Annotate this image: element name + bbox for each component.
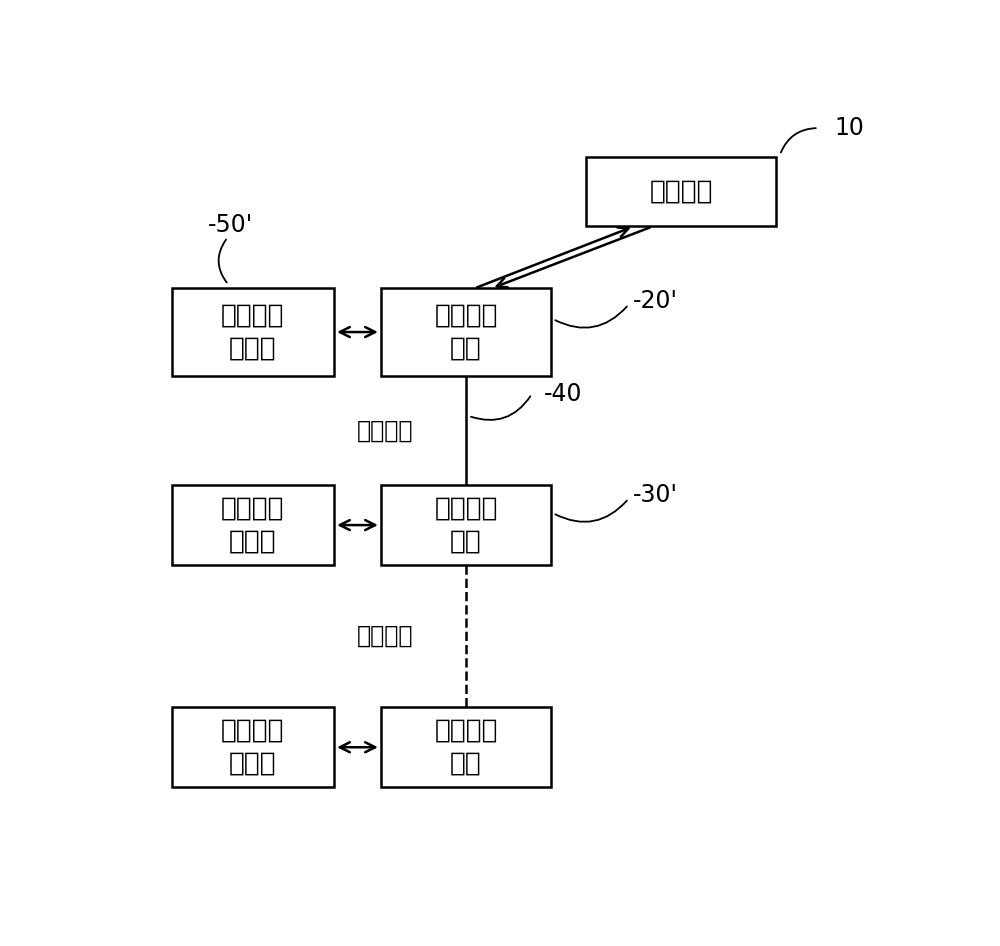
Text: 运维主机: 运维主机 bbox=[649, 179, 713, 205]
FancyBboxPatch shape bbox=[172, 289, 334, 376]
Text: -20': -20' bbox=[633, 289, 678, 313]
Text: 载波通信
从机: 载波通信 从机 bbox=[434, 496, 498, 554]
Text: 架空线路: 架空线路 bbox=[356, 418, 413, 443]
Text: 目标巡线
机器人: 目标巡线 机器人 bbox=[221, 303, 285, 361]
FancyBboxPatch shape bbox=[586, 157, 776, 226]
Text: 载波通信
主机: 载波通信 主机 bbox=[434, 303, 498, 361]
FancyBboxPatch shape bbox=[381, 485, 551, 565]
FancyBboxPatch shape bbox=[172, 485, 334, 565]
Text: -40: -40 bbox=[544, 382, 582, 406]
FancyBboxPatch shape bbox=[381, 289, 551, 376]
Text: 架空线路: 架空线路 bbox=[356, 624, 413, 648]
Text: 10: 10 bbox=[834, 116, 864, 140]
Text: 目标巡线
机器人: 目标巡线 机器人 bbox=[221, 496, 285, 554]
Text: 载波通信
从机: 载波通信 从机 bbox=[434, 718, 498, 777]
FancyBboxPatch shape bbox=[172, 708, 334, 787]
Text: 目标巡线
机器人: 目标巡线 机器人 bbox=[221, 718, 285, 777]
Text: -50': -50' bbox=[208, 213, 254, 236]
FancyBboxPatch shape bbox=[381, 708, 551, 787]
Text: -30': -30' bbox=[633, 482, 678, 507]
